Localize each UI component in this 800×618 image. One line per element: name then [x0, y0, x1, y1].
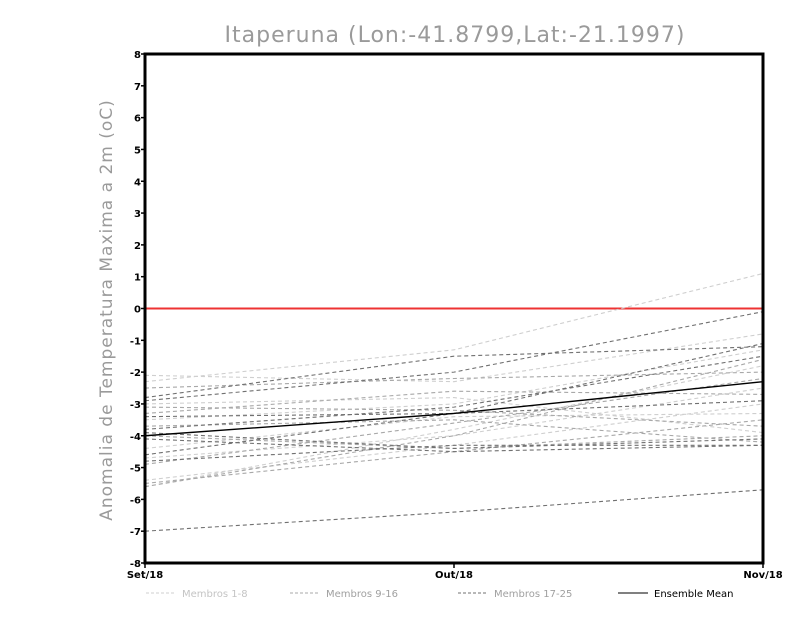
- series-line-m2: [144, 333, 764, 383]
- series-line-m12: [144, 419, 764, 443]
- y-tick-label: 7: [134, 82, 141, 93]
- series-line-m17: [144, 346, 764, 399]
- series-line-m22: [144, 438, 764, 453]
- y-axis-label: Anomalia de Temperatura Maxima a 2m (oC): [97, 99, 117, 521]
- y-ticks: -8 -7 -6 -5 -4 -3 -2 -1 0 1 2 3 4 5 6 7 8: [130, 50, 145, 570]
- y-tick-label: 3: [134, 209, 141, 220]
- legend-label-4: Ensemble Mean: [654, 589, 733, 600]
- y-tick-label: 5: [134, 145, 141, 156]
- y-tick-label: -2: [130, 368, 141, 379]
- series-line-m20: [144, 355, 764, 430]
- series-line-m21: [144, 432, 764, 450]
- series-line-m5: [144, 387, 764, 459]
- y-tick-label: -7: [130, 527, 141, 538]
- y-tick-label: 4: [134, 177, 141, 188]
- series-line-m4: [144, 349, 764, 421]
- y-tick-label: 0: [134, 305, 141, 316]
- legend: Membros 1-8 Membros 9-16 Membros 17-25 Ense…: [146, 589, 733, 600]
- x-tick-label: Out/18: [435, 570, 473, 581]
- y-tick-label: -4: [130, 432, 141, 443]
- y-tick-label: 2: [134, 241, 141, 252]
- series-line-m24: [144, 444, 763, 462]
- series-line-m18: [144, 311, 764, 402]
- y-tick-label: -8: [130, 559, 141, 570]
- series-line-m14: [144, 377, 764, 465]
- series-line-m10: [144, 406, 764, 427]
- series-line-m25: [144, 489, 764, 532]
- x-tick-label: Set/18: [127, 570, 163, 581]
- y-tick-label: -1: [130, 336, 141, 347]
- series-line-m9: [144, 371, 764, 389]
- series-line-m1: [144, 272, 764, 383]
- legend-label-2: Membros 9-16: [326, 589, 398, 600]
- series-line-m11: [144, 390, 764, 415]
- y-tick-label: -5: [130, 464, 141, 475]
- x-tick-label: Nov/18: [743, 570, 782, 581]
- series-layer: [144, 272, 764, 532]
- series-line-ensemble-mean: [144, 380, 764, 437]
- y-tick-label: 6: [134, 114, 141, 125]
- y-tick-label: -6: [130, 495, 141, 506]
- legend-label-1: Membros 1-8: [182, 589, 248, 600]
- y-tick-label: 8: [134, 50, 141, 61]
- y-tick-label: -3: [130, 400, 141, 411]
- x-ticks: Set/18 Out/18 Nov/18: [127, 563, 783, 581]
- series-line-m19: [144, 342, 764, 418]
- series-line-m3: [144, 397, 764, 434]
- y-tick-label: 1: [134, 273, 141, 284]
- series-line-m8: [144, 412, 764, 450]
- chart-title: Itaperuna (Lon:-41.8799,Lat:-21.1997): [225, 23, 686, 48]
- series-line-m16: [144, 358, 764, 488]
- legend-label-3: Membros 17-25: [494, 589, 572, 600]
- series-line-m7: [144, 365, 764, 488]
